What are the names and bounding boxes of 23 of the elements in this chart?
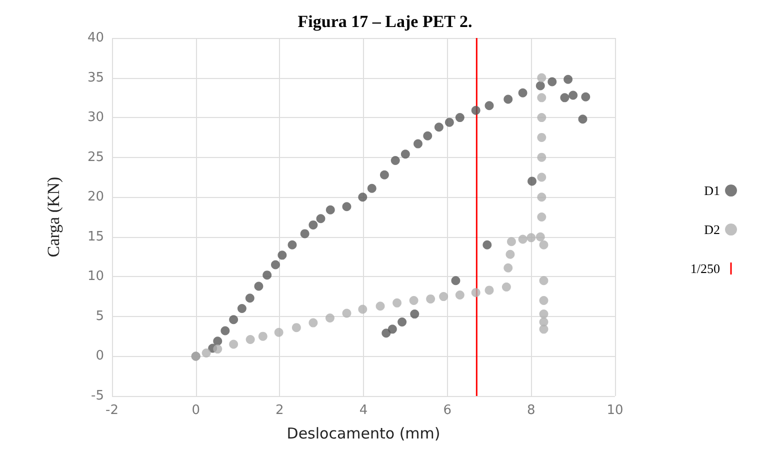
y-tick-label: 20 [87, 190, 104, 205]
y-tick-label: 5 [96, 308, 104, 324]
y-tick-label: 35 [87, 70, 104, 86]
x-axis-title: Deslocamento (mm) [286, 424, 440, 442]
y-tick-label: 15 [87, 229, 104, 244]
x-tick-label: 10 [606, 403, 624, 418]
x-tick-label: 8 [527, 403, 536, 418]
x-tick-label: 4 [359, 403, 368, 418]
x-tick-label: 0 [192, 403, 200, 418]
x-tick-label: -2 [106, 403, 118, 418]
y-axis-title: Carga (KN) [44, 176, 63, 258]
legend-label: D2 [704, 222, 720, 237]
y-tick-label: 40 [87, 30, 104, 46]
y-tick-label: 30 [87, 110, 104, 126]
x-tick-label: 6 [443, 403, 452, 418]
y-tick-label: 0 [96, 348, 104, 364]
legend-label: 1/250 [690, 261, 720, 276]
y-tick-label: 25 [87, 150, 104, 165]
chart-title: Figura 17 – Laje PET 2. [298, 12, 472, 31]
y-tick-label: 10 [87, 269, 104, 284]
y-tick-label: -5 [91, 388, 104, 404]
x-tick-label: 2 [276, 403, 284, 418]
legend-label: D1 [704, 183, 720, 198]
